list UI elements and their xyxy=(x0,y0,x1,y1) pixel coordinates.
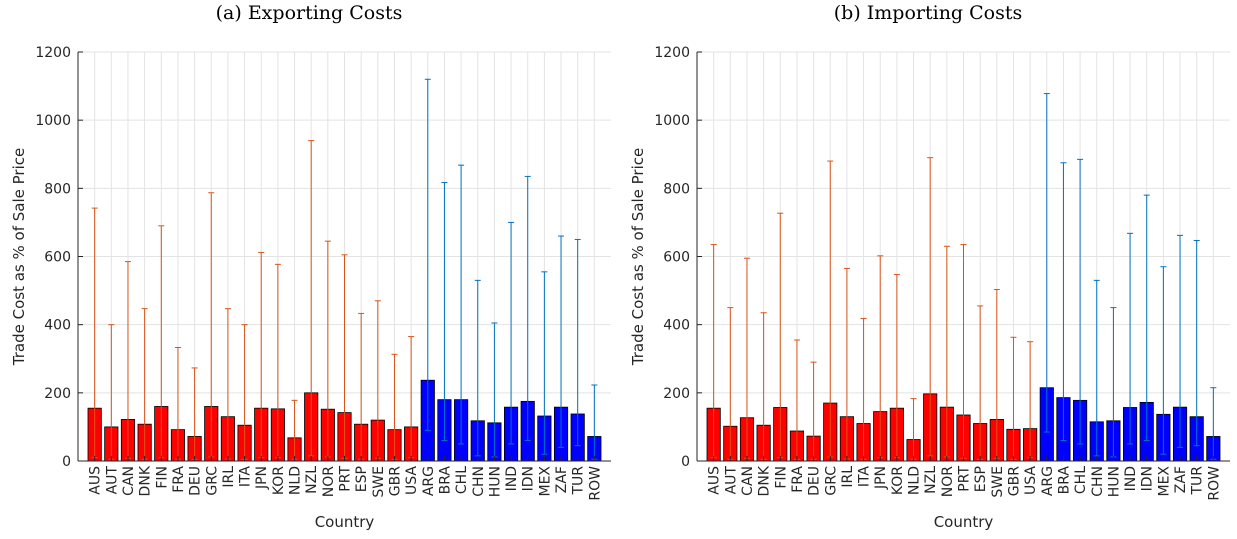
y-tick-label: 400 xyxy=(663,318,690,334)
x-tick-label-CHL: CHL xyxy=(1073,466,1089,494)
x-tick-label-MEX: MEX xyxy=(1156,466,1172,497)
x-tick-label-CAN: CAN xyxy=(740,466,756,496)
y-tick-label: 1000 xyxy=(654,113,690,129)
x-tick-label-CHN: CHN xyxy=(471,466,487,497)
y-tick-label: 1200 xyxy=(35,45,71,61)
x-tick-label-CHN: CHN xyxy=(1090,466,1106,497)
x-tick-label-USA: USA xyxy=(404,466,420,495)
x-tick-label-IRL: IRL xyxy=(840,466,856,488)
x-tick-label-PRT: PRT xyxy=(338,466,354,492)
x-tick-label-DEU: DEU xyxy=(807,466,823,496)
x-tick-label-DNK: DNK xyxy=(757,465,773,496)
y-tick-label: 600 xyxy=(44,250,71,266)
x-tick-label-ITA: ITA xyxy=(857,466,873,488)
x-tick-label-SWE: SWE xyxy=(371,466,387,498)
x-tick-label-BRA: BRA xyxy=(437,466,453,495)
x-tick-label-ARG: ARG xyxy=(1040,466,1056,496)
x-tick-label-ESP: ESP xyxy=(354,466,370,492)
x-tick-label-IDN: IDN xyxy=(521,466,537,491)
x-axis-label: Country xyxy=(934,513,994,531)
x-tick-label-ARG: ARG xyxy=(421,466,437,496)
chart-panel-exporting: (a) Exporting Costs 0 200 400 600 800 1000 120… xyxy=(0,0,618,539)
x-tick-label-KOR: KOR xyxy=(271,466,287,495)
x-tick-label-PRT: PRT xyxy=(957,466,973,492)
x-tick-label-FRA: FRA xyxy=(790,466,806,493)
x-tick-label-IRL: IRL xyxy=(221,466,237,488)
x-tick-label-AUS: AUS xyxy=(88,466,104,495)
chart-title: (a) Exporting Costs xyxy=(215,2,403,24)
x-tick-label-NZL: NZL xyxy=(304,466,320,494)
y-tick-label: 1200 xyxy=(654,45,690,61)
x-tick-label-JPN: JPN xyxy=(873,466,889,490)
x-tick-label-ROW: ROW xyxy=(1206,466,1222,501)
x-tick-label-GBR: GBR xyxy=(387,466,403,496)
y-tick-label: 800 xyxy=(663,181,690,197)
x-tick-label-USA: USA xyxy=(1023,466,1039,495)
x-tick-label-HUN: HUN xyxy=(1106,466,1122,497)
chart-panel-importing: (b) Importing Costs 0 200 400 600 800 1000 120… xyxy=(619,0,1237,539)
x-tick-label-CAN: CAN xyxy=(121,466,137,496)
x-tick-label-ROW: ROW xyxy=(587,466,603,501)
y-tick-label: 1000 xyxy=(35,113,71,129)
x-tick-label-MEX: MEX xyxy=(537,466,553,497)
x-tick-label-NOR: NOR xyxy=(940,466,956,497)
x-tick-label-TUR: TUR xyxy=(571,466,587,496)
x-tick-label-KOR: KOR xyxy=(890,466,906,495)
y-tick-label: 0 xyxy=(62,454,71,470)
x-tick-label-GBR: GBR xyxy=(1006,466,1022,496)
x-tick-label-HUN: HUN xyxy=(487,466,503,497)
x-tick-label-NOR: NOR xyxy=(321,466,337,497)
x-tick-label-NZL: NZL xyxy=(923,466,939,494)
x-tick-label-ZAF: ZAF xyxy=(1173,466,1189,493)
x-tick-label-DNK: DNK xyxy=(138,465,154,496)
x-tick-label-IND: IND xyxy=(1123,466,1139,491)
x-tick-label-SWE: SWE xyxy=(990,466,1006,498)
x-tick-label-AUS: AUS xyxy=(707,466,723,495)
x-axis-label: Country xyxy=(315,513,375,531)
x-tick-label-TUR: TUR xyxy=(1190,466,1206,496)
y-tick-label: 400 xyxy=(44,318,71,334)
x-tick-label-NLD: NLD xyxy=(288,466,304,495)
x-tick-label-ESP: ESP xyxy=(973,466,989,492)
x-tick-label-BRA: BRA xyxy=(1056,466,1072,495)
x-tick-label-NLD: NLD xyxy=(907,466,923,495)
y-tick-label: 200 xyxy=(663,386,690,402)
chart-title: (b) Importing Costs xyxy=(833,2,1023,24)
x-tick-label-GRC: GRC xyxy=(823,466,839,496)
y-tick-label: 600 xyxy=(663,250,690,266)
x-tick-label-AUT: AUT xyxy=(104,466,120,495)
y-tick-label: 200 xyxy=(44,386,71,402)
y-tick-label: 0 xyxy=(681,454,690,470)
x-tick-label-GRC: GRC xyxy=(204,466,220,496)
x-tick-label-IDN: IDN xyxy=(1140,466,1156,491)
bar-chart-importing: 0 200 400 600 800 1000 1200 AUS AUT CAN DNK FIN FRA D… xyxy=(629,45,1230,531)
y-axis-label: Trade Cost as % of Sale Price xyxy=(629,148,647,366)
x-tick-label-AUT: AUT xyxy=(723,466,739,495)
x-tick-label-FIN: FIN xyxy=(773,466,789,489)
x-tick-label-JPN: JPN xyxy=(254,466,270,490)
x-tick-label-ZAF: ZAF xyxy=(554,466,570,493)
y-tick-label: 800 xyxy=(44,181,71,197)
x-tick-label-FRA: FRA xyxy=(171,466,187,493)
x-tick-label-CHL: CHL xyxy=(454,466,470,494)
x-tick-label-FIN: FIN xyxy=(154,466,170,489)
x-tick-label-ITA: ITA xyxy=(238,466,254,488)
x-tick-label-IND: IND xyxy=(504,466,520,491)
bar-chart-exporting: 0 200 400 600 800 1000 1200 AUS AUT CAN DNK FIN FRA D… xyxy=(10,45,611,531)
y-axis-label: Trade Cost as % of Sale Price xyxy=(10,148,28,366)
x-tick-label-DEU: DEU xyxy=(188,466,204,496)
